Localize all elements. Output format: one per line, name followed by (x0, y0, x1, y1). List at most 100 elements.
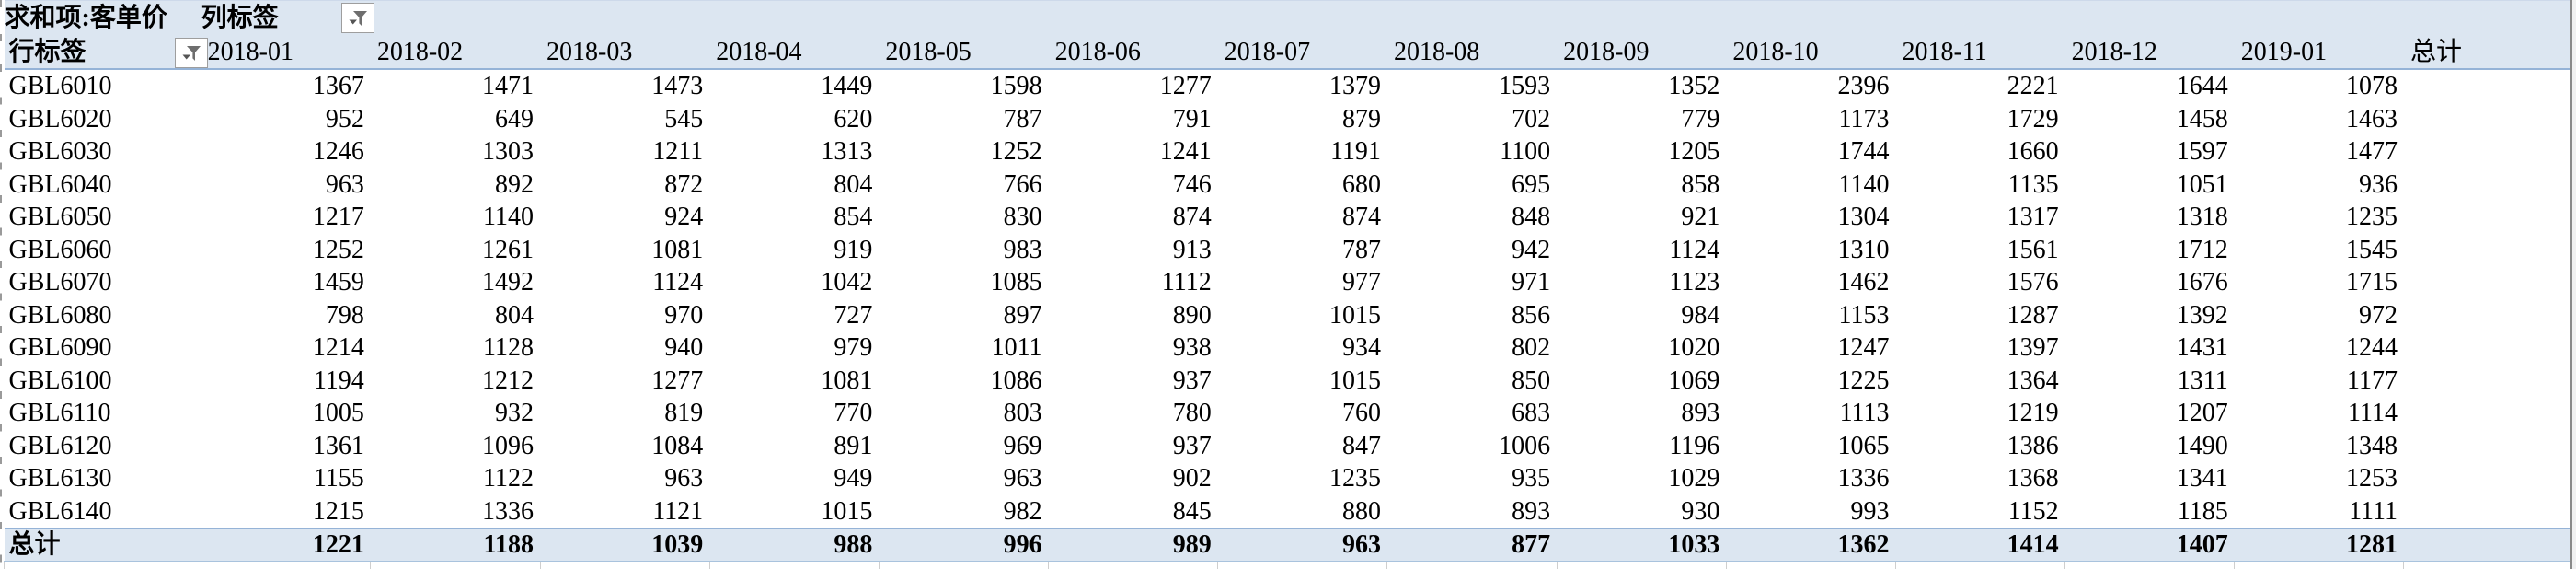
value-cell[interactable]: 1261 (370, 233, 540, 266)
grand-total-cell-clipped[interactable] (2403, 102, 2576, 135)
grand-total-cell-clipped[interactable] (2403, 397, 2576, 430)
value-cell[interactable]: 1111 (2234, 494, 2404, 528)
value-cell[interactable]: 949 (709, 462, 880, 495)
value-cell[interactable]: 1459 (201, 266, 371, 299)
value-cell[interactable]: 897 (879, 298, 1049, 331)
value-cell[interactable]: 942 (1386, 233, 1558, 266)
value-cell[interactable]: 1124 (1557, 233, 1727, 266)
value-cell[interactable]: 1128 (370, 331, 540, 365)
row-label-cell[interactable]: GBL6080 (4, 298, 201, 331)
value-cell[interactable]: 1081 (540, 233, 710, 266)
column-header[interactable]: 2018-04 (709, 36, 880, 70)
value-cell[interactable]: 854 (709, 201, 880, 234)
row-label-cell[interactable]: GBL6010 (4, 69, 201, 103)
value-cell[interactable]: 983 (879, 233, 1049, 266)
value-cell[interactable]: 988 (709, 528, 880, 562)
empty-sheet-cell[interactable] (3, 561, 201, 569)
value-cell[interactable]: 848 (1386, 201, 1558, 234)
empty-sheet-cell[interactable] (201, 561, 371, 569)
grand-total-cell-clipped[interactable] (2403, 233, 2576, 266)
value-cell[interactable]: 1287 (1895, 298, 2065, 331)
value-cell[interactable]: 787 (1217, 233, 1387, 266)
value-field-label[interactable]: 求和项:客单价 (4, 0, 201, 36)
value-cell[interactable]: 1015 (1217, 298, 1387, 331)
value-cell[interactable]: 766 (879, 168, 1049, 201)
value-cell[interactable]: 1121 (540, 494, 710, 528)
grand-total-cell-clipped[interactable] (2403, 168, 2576, 201)
value-cell[interactable]: 1490 (2064, 429, 2235, 462)
value-cell[interactable]: 1407 (2064, 528, 2235, 562)
value-cell[interactable]: 1597 (2064, 135, 2235, 168)
value-cell[interactable]: 1069 (1557, 364, 1727, 397)
value-cell[interactable]: 1304 (1726, 201, 1896, 234)
value-cell[interactable]: 1252 (879, 135, 1049, 168)
value-cell[interactable]: 1317 (1895, 201, 2065, 234)
value-cell[interactable]: 977 (1217, 266, 1387, 299)
grand-total-cell-clipped[interactable] (2403, 135, 2576, 168)
value-cell[interactable]: 830 (879, 201, 1049, 234)
value-cell[interactable]: 856 (1386, 298, 1558, 331)
value-cell[interactable]: 972 (2234, 298, 2404, 331)
value-cell[interactable]: 1392 (2064, 298, 2235, 331)
value-cell[interactable]: 982 (879, 494, 1049, 528)
value-cell[interactable]: 893 (1386, 494, 1558, 528)
row-label-cell[interactable]: GBL6110 (4, 397, 201, 430)
column-header[interactable]: 2018-11 (1895, 36, 2065, 70)
row-label-cell[interactable]: 总计 (4, 528, 201, 562)
value-cell[interactable]: 1246 (201, 135, 371, 168)
column-header[interactable]: 2018-09 (1557, 36, 1727, 70)
column-header[interactable]: 总计 (2403, 36, 2576, 70)
empty-sheet-cell[interactable] (2234, 561, 2404, 569)
row-label-cell[interactable]: GBL6050 (4, 201, 201, 234)
value-cell[interactable]: 879 (1217, 102, 1387, 135)
value-cell[interactable]: 937 (1048, 364, 1218, 397)
value-cell[interactable]: 1225 (1726, 364, 1896, 397)
value-cell[interactable]: 2221 (1895, 69, 2065, 103)
value-cell[interactable]: 1217 (201, 201, 371, 234)
value-cell[interactable]: 1458 (2064, 102, 2235, 135)
row-label-cell[interactable]: GBL6130 (4, 462, 201, 495)
value-cell[interactable]: 1336 (370, 494, 540, 528)
value-cell[interactable]: 1247 (1726, 331, 1896, 365)
value-cell[interactable]: 1155 (201, 462, 371, 495)
value-cell[interactable]: 902 (1048, 462, 1218, 495)
value-cell[interactable]: 1153 (1726, 298, 1896, 331)
value-cell[interactable]: 919 (709, 233, 880, 266)
value-cell[interactable]: 1039 (540, 528, 710, 562)
value-cell[interactable]: 1112 (1048, 266, 1218, 299)
value-cell[interactable]: 1379 (1217, 69, 1387, 103)
value-cell[interactable]: 1188 (370, 528, 540, 562)
row-label-cell[interactable]: GBL6070 (4, 266, 201, 299)
value-cell[interactable]: 979 (709, 331, 880, 365)
value-cell[interactable]: 935 (1386, 462, 1558, 495)
column-header[interactable]: 2018-02 (370, 36, 540, 70)
value-cell[interactable]: 1006 (1386, 429, 1558, 462)
value-cell[interactable]: 1244 (2234, 331, 2404, 365)
row-label-cell[interactable]: GBL6020 (4, 102, 201, 135)
value-cell[interactable]: 1194 (201, 364, 371, 397)
value-cell[interactable]: 1449 (709, 69, 880, 103)
empty-sheet-cell[interactable] (1386, 561, 1558, 569)
value-cell[interactable]: 880 (1217, 494, 1387, 528)
value-cell[interactable]: 938 (1048, 331, 1218, 365)
value-cell[interactable]: 1462 (1726, 266, 1896, 299)
value-cell[interactable]: 963 (879, 462, 1049, 495)
value-cell[interactable]: 1235 (2234, 201, 2404, 234)
empty-sheet-cell[interactable] (878, 561, 1049, 569)
value-cell[interactable]: 779 (1557, 102, 1727, 135)
row-label-cell[interactable]: GBL6040 (4, 168, 201, 201)
value-cell[interactable]: 1386 (1895, 429, 2065, 462)
value-cell[interactable]: 1545 (2234, 233, 2404, 266)
grand-total-cell-clipped[interactable] (2403, 462, 2576, 495)
value-cell[interactable]: 1235 (1217, 462, 1387, 495)
value-cell[interactable]: 649 (370, 102, 540, 135)
value-cell[interactable]: 1078 (2234, 69, 2404, 103)
value-cell[interactable]: 877 (1386, 528, 1558, 562)
value-cell[interactable]: 872 (540, 168, 710, 201)
value-cell[interactable]: 1207 (2064, 397, 2235, 430)
value-cell[interactable]: 1744 (1726, 135, 1896, 168)
value-cell[interactable]: 1029 (1557, 462, 1727, 495)
value-cell[interactable]: 2396 (1726, 69, 1896, 103)
value-cell[interactable]: 1277 (1048, 69, 1218, 103)
value-cell[interactable]: 695 (1386, 168, 1558, 201)
